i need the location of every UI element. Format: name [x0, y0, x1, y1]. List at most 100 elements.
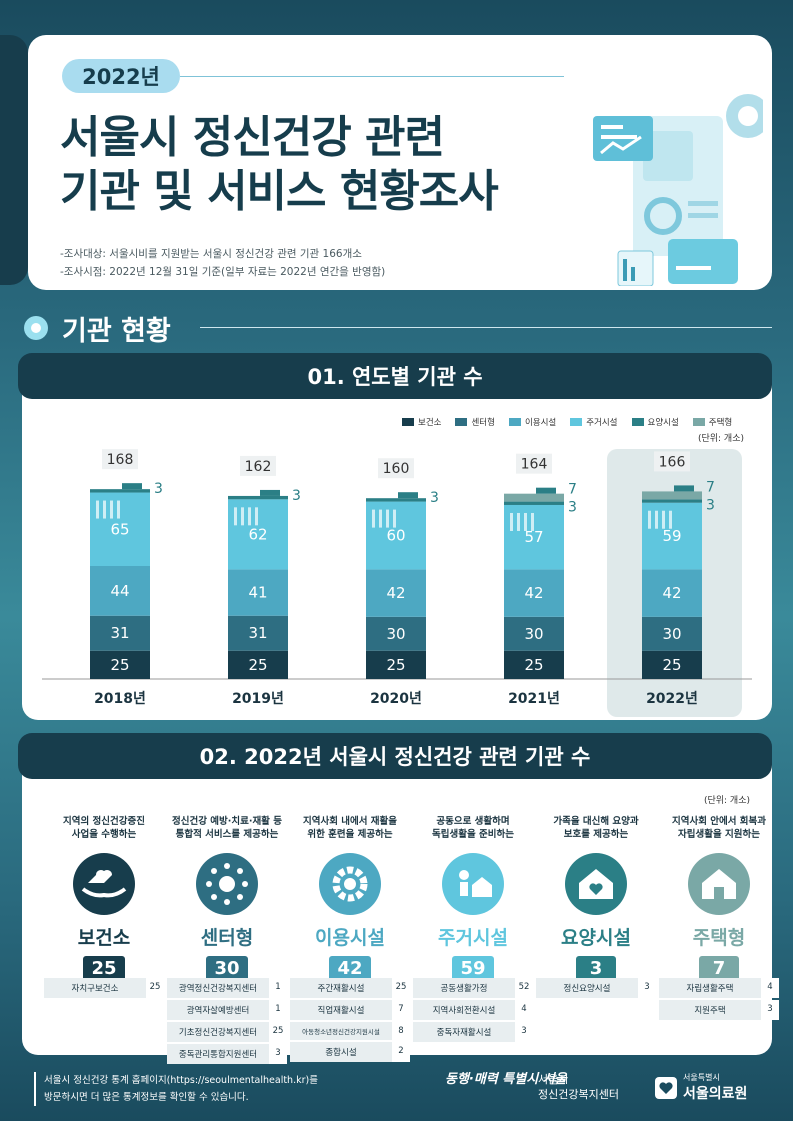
legend-swatch [570, 418, 583, 426]
sub-table: 광역정신건강복지센터 1 광역자살예방센터 1 기초정신건강복지센터 25 중독관리통합지원… [167, 978, 287, 1066]
bar-segment [90, 489, 150, 493]
legend-label: 보건소 [418, 418, 442, 428]
category-unit: (단위: 개소) [703, 796, 750, 806]
window-decoration [234, 507, 237, 526]
total-box [240, 455, 276, 476]
bullet-dot-icon [24, 316, 48, 340]
total-label: 168 [107, 452, 134, 468]
category-desc-line: 자립생활을 지원하는 [678, 829, 760, 840]
sub-table-label: 중독관리통합지원센터 [167, 1044, 269, 1064]
data-label: 42 [524, 584, 543, 602]
data-label: 42 [386, 584, 405, 602]
sub-table-row: 지역사회전환시설 4 [413, 1000, 533, 1020]
sub-table: 공동생활가정 52 지역사회전환시설 4 중독자재활시설 3 [413, 978, 533, 1044]
category-name: 주택형 [692, 927, 746, 949]
year-badge: 2022년 [62, 59, 180, 93]
category-desc-line: 지역사회 내에서 재활을 [302, 816, 397, 827]
category-desc-line: 독립생활을 준비하는 [432, 829, 514, 840]
window-decoration [510, 512, 513, 531]
sub-table-value: 25 [392, 978, 410, 998]
footer-note: 서울시 정신건강 통계 홈페이지(https://seoulmentalheal… [34, 1072, 318, 1106]
legend-swatch [631, 418, 644, 426]
bar-segment [228, 495, 288, 500]
roof-cap [536, 487, 556, 494]
category-desc-line: 가족을 대신해 요양과 [553, 816, 639, 827]
window-decoration [241, 507, 244, 526]
sub-table-value: 1 [269, 1000, 287, 1020]
sub-table-row: 공동생활가정 52 [413, 978, 533, 998]
data-label: 44 [110, 582, 129, 600]
hospital-logo-small: 서울특별시 [683, 1073, 720, 1082]
category-desc: 지역사회 내에서 재활을 위한 훈련을 제공하는 [288, 815, 412, 843]
sub-table-value: 25 [146, 978, 164, 998]
category-card: 정신건강 예방·치료·재활 등 통합적 서비스를 제공하는 센터형 30 [165, 815, 289, 982]
category-icon-wrap [196, 853, 258, 915]
bar-segment [504, 650, 564, 679]
window-decoration [386, 509, 389, 528]
data-label: 25 [386, 656, 405, 674]
sub-table-row: 기초정신건강복지센터 25 [167, 1022, 287, 1042]
legend-item: 보건소 [402, 416, 441, 428]
category-desc: 정신건강 예방·치료·재활 등 통합적 서비스를 제공하는 [165, 815, 289, 843]
category-desc-line: 공동으로 생활하며 [436, 816, 510, 827]
side-label: 7 [568, 482, 577, 498]
side-label: 3 [706, 497, 715, 513]
window-decoration [248, 507, 251, 526]
hero-side-tab [0, 35, 28, 285]
sub-table-label: 자치구보건소 [44, 978, 146, 998]
sub-table-row: 주간재활시설 25 [290, 978, 410, 998]
sub-table-label: 종합시설 [290, 1042, 392, 1062]
survey-date: -조사시점: 2022년 12월 31일 기준(일부 자료는 2022년 연간을… [60, 266, 386, 278]
sub-table-row: 종합시설 2 [290, 1042, 410, 1062]
bar-segment [504, 569, 564, 617]
sub-table-label: 공동생활가정 [413, 978, 515, 998]
sub-table-value: 3 [638, 978, 656, 998]
total-box [378, 458, 414, 479]
sub-table-row: 자치구보건소 25 [44, 978, 164, 998]
title-line-1: 서울시 정신건강 관련 [60, 112, 445, 163]
dashboard-illustration-icon [593, 94, 763, 286]
survey-target: -조사대상: 서울시비를 지원받는 서울시 정신건강 관련 기관 166개소 [60, 248, 362, 260]
data-label: 59 [662, 527, 681, 545]
total-box [516, 453, 552, 474]
category-card: 공동으로 생활하며 독립생활을 준비하는 주거시설 59 [411, 815, 535, 982]
sub-table-value: 3 [269, 1044, 287, 1064]
sub-table-value: 3 [515, 1022, 533, 1042]
data-label: 25 [524, 656, 543, 674]
bar-segment [504, 501, 564, 505]
roof-cap [398, 492, 418, 499]
footer-line-1: 서울시 정신건강 통계 홈페이지(https://seoulmentalheal… [44, 1075, 318, 1086]
bar-segment [642, 650, 702, 679]
sub-table-row: 정신요양시설 3 [536, 978, 656, 998]
roof-cap [260, 489, 280, 496]
title-line-2: 기관 및 서비스 현황조사 [60, 166, 499, 217]
legend-label: 주택형 [708, 418, 733, 428]
survey-meta: -조사대상: 서울시비를 지원받는 서울시 정신건강 관련 기관 166개소 -… [60, 245, 385, 281]
bar-segment [642, 491, 702, 500]
category-desc-line: 사업을 수행하는 [71, 829, 137, 840]
sub-table-value: 3 [761, 1000, 779, 1020]
legend-label: 주거시설 [586, 418, 618, 428]
sub-table-label: 직업재활시설 [290, 1000, 392, 1020]
category-icon-wrap [73, 853, 135, 915]
heart-logo-icon [655, 1076, 677, 1099]
sub-table-label: 기초정신건강복지센터 [167, 1022, 269, 1042]
bar-segment [90, 566, 150, 616]
category-desc-line: 통합적 서비스를 제공하는 [175, 829, 279, 840]
bar-segment [366, 650, 426, 679]
page-title: 서울시 정신건강 관련 기관 및 서비스 현황조사 [60, 111, 580, 219]
data-label: 65 [110, 520, 129, 538]
sub-table-row: 지원주택 3 [659, 1000, 779, 1020]
window-decoration [372, 509, 375, 528]
sub-table-label: 광역자살예방센터 [167, 1000, 269, 1020]
sub-table-row: 직업재활시설 7 [290, 1000, 410, 1020]
category-label: 2021년 [508, 691, 560, 707]
hospital-logo: 서울특별시 서울의료원 [655, 1072, 747, 1103]
window-decoration [531, 512, 534, 531]
network-icon [206, 863, 248, 905]
bar-segment [642, 569, 702, 617]
data-label: 25 [248, 656, 267, 674]
bar-chart: 25 31 44 65 168 3 2018년 25 31 41 62 162 3 2019년 25 30 42… [42, 449, 752, 717]
chart-legend: 보건소 센터형 이용시설 주거시설 요양시설 주택형 [402, 416, 732, 428]
legend-item: 주거시설 [570, 416, 618, 428]
